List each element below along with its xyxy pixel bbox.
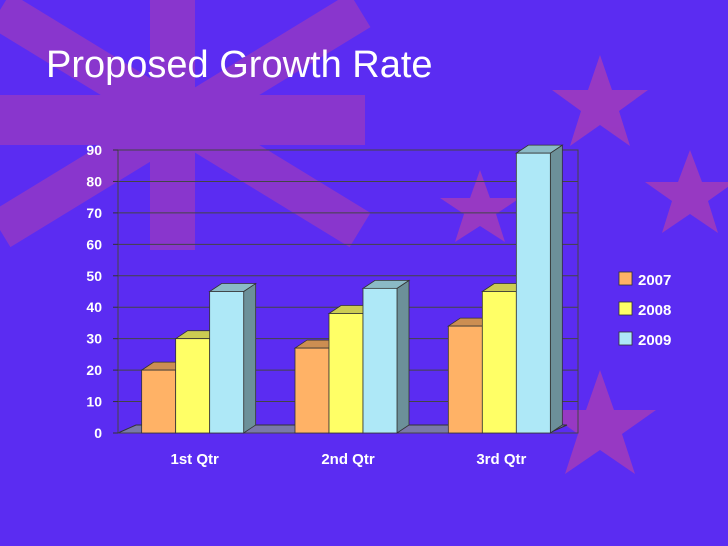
bar-side <box>549 144 563 434</box>
legend-item: 2007 <box>618 271 671 289</box>
x-axis-labels: 1st Qtr 2nd Qtr 3rd Qtr <box>170 451 526 468</box>
star-icon <box>645 150 728 233</box>
legend-label: 2009 <box>638 332 671 349</box>
union-jack-watermark <box>0 0 371 250</box>
bar-2009-1st-qtr <box>208 282 257 434</box>
y-tick-label: 80 <box>86 173 102 189</box>
legend-label: 2007 <box>638 272 671 289</box>
bar-front <box>447 325 483 434</box>
y-tick-label: 60 <box>86 236 102 252</box>
y-tick-label: 30 <box>86 331 102 347</box>
x-category-label: 1st Qtr <box>170 451 219 468</box>
legend-label: 2008 <box>638 302 671 319</box>
star-icon <box>440 170 520 242</box>
y-tick-label: 90 <box>86 142 102 158</box>
y-axis-ticks: 0 10 20 30 40 50 60 70 80 90 <box>86 142 118 441</box>
slide-title: Proposed Growth Rate <box>46 44 433 86</box>
y-tick-label: 20 <box>86 362 102 378</box>
legend-swatch <box>618 271 633 286</box>
chart-legend: 2007 2008 2009 <box>618 271 671 349</box>
legend-item: 2008 <box>618 301 671 319</box>
bar-front <box>515 152 551 434</box>
bar-side <box>396 279 410 434</box>
star-icon <box>552 55 648 146</box>
y-tick-label: 50 <box>86 268 102 284</box>
x-category-label: 2nd Qtr <box>321 451 374 468</box>
chart-plot-area: 0 10 20 30 40 50 60 70 80 90 1st Qtr 2nd Qtr 3rd Qt… <box>86 142 579 468</box>
y-tick-label: 70 <box>86 205 102 221</box>
y-tick-label: 0 <box>94 425 102 441</box>
bars <box>140 144 564 434</box>
bar-front <box>328 313 364 434</box>
bar-front <box>209 291 245 434</box>
legend-swatch <box>618 331 633 346</box>
star-icon <box>544 370 656 474</box>
bar-2009-3rd-qtr <box>515 144 564 434</box>
bar-side <box>243 282 257 434</box>
x-category-label: 3rd Qtr <box>476 451 526 468</box>
bar-2009-2nd-qtr <box>361 279 411 434</box>
bar-front <box>175 338 211 434</box>
y-tick-label: 10 <box>86 394 102 410</box>
legend-item: 2009 <box>618 331 671 349</box>
star-watermarks <box>440 55 728 474</box>
bar-front <box>294 347 330 434</box>
bar-front <box>362 287 398 434</box>
legend-swatch <box>618 301 633 316</box>
y-tick-label: 40 <box>86 299 102 315</box>
bar-front <box>141 369 177 434</box>
bar-front <box>481 291 517 434</box>
